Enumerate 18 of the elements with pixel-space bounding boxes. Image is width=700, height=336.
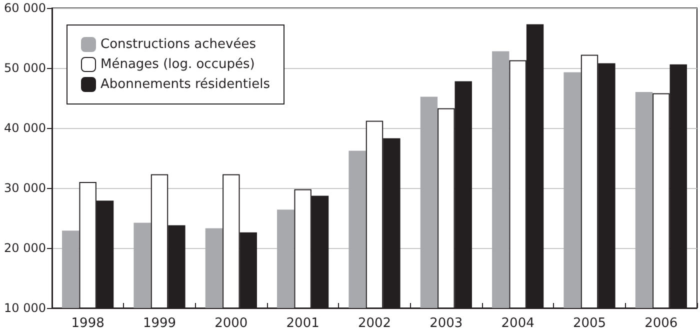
x-tick-label: 2000 bbox=[214, 316, 248, 331]
y-tick-label: 20 000 bbox=[4, 241, 46, 255]
y-tick-label: 10 000 bbox=[4, 301, 46, 315]
x-tick-label: 2005 bbox=[572, 316, 606, 331]
x-tick-label: 2002 bbox=[358, 316, 392, 331]
x-tick-label: 2003 bbox=[430, 316, 463, 331]
y-tick-label: 30 000 bbox=[4, 181, 46, 195]
legend-label: Abonnements résidentiels bbox=[100, 77, 270, 92]
x-tick-label: 2001 bbox=[286, 316, 320, 331]
x-tick-label: 2004 bbox=[501, 316, 534, 331]
x-tick-label: 1998 bbox=[71, 316, 104, 331]
legend-label: Ménages (log. occupés) bbox=[100, 57, 255, 72]
x-tick-label: 1999 bbox=[142, 316, 176, 331]
y-tick-label: 40 000 bbox=[4, 121, 46, 135]
legend-label: Constructions achevées bbox=[100, 37, 256, 52]
y-tick-label: 50 000 bbox=[4, 61, 46, 75]
x-tick-label: 2006 bbox=[644, 316, 678, 331]
y-tick-label: 60 000 bbox=[4, 1, 46, 15]
